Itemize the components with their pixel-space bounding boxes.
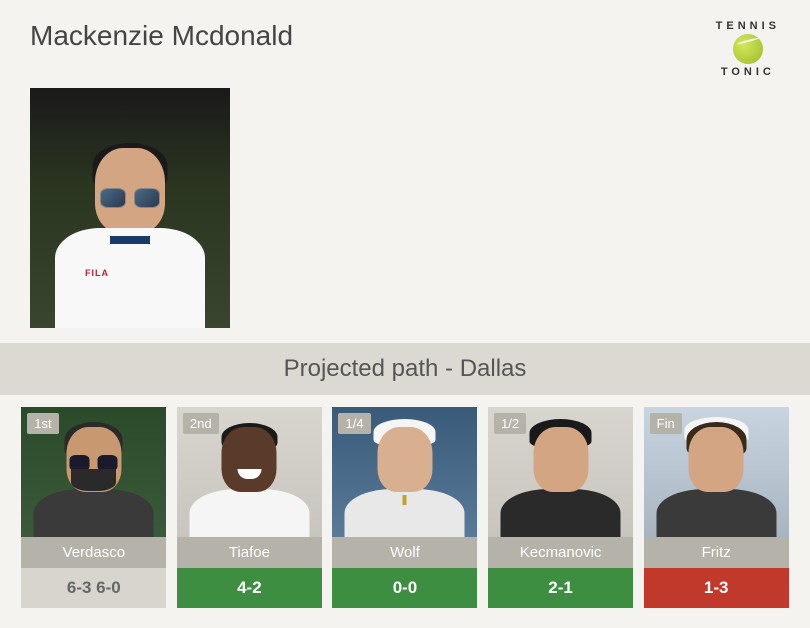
opponents-row: 1st Verdasco6-3 6-0 2nd Tiafoe4-2 1/4 Wolf0-0… [0,395,810,628]
opponent-name: Fritz [644,537,789,568]
round-badge: 1/2 [494,413,526,434]
header: Mackenzie Mcdonald TENNIS TONIC [0,0,810,88]
player-name: Mackenzie Mcdonald [30,20,293,52]
projected-path-title: Projected path - Dallas [30,355,780,383]
opponent-photo: 1/2 [488,407,633,537]
logo-bottom-text: TONIC [721,66,775,78]
tennis-ball-icon [733,34,763,64]
round-badge: 1/4 [338,413,370,434]
opponent-card: 1/2 Kecmanovic2-1 [488,407,633,608]
opponent-name: Verdasco [21,537,166,568]
opponent-name: Wolf [332,537,477,568]
opponent-score: 1-3 [644,568,789,608]
tennis-tonic-logo: TENNIS TONIC [716,20,780,78]
brand-label: FILA [85,268,109,278]
opponent-name: Kecmanovic [488,537,633,568]
logo-top-text: TENNIS [716,20,780,32]
opponent-card: 2nd Tiafoe4-2 [177,407,322,608]
opponent-photo: 2nd [177,407,322,537]
round-badge: 1st [27,413,58,434]
round-badge: 2nd [183,413,219,434]
opponent-score: 2-1 [488,568,633,608]
main-player-photo: FILA [30,88,230,328]
opponent-card: 1st Verdasco6-3 6-0 [21,407,166,608]
opponent-card: Fin Fritz1-3 [644,407,789,608]
opponent-photo: 1st [21,407,166,537]
round-badge: Fin [650,413,682,434]
projected-path-header: Projected path - Dallas [0,343,810,395]
opponent-name: Tiafoe [177,537,322,568]
opponent-photo: 1/4 [332,407,477,537]
opponent-score: 4-2 [177,568,322,608]
opponent-photo: Fin [644,407,789,537]
opponent-score: 6-3 6-0 [21,568,166,608]
opponent-score: 0-0 [332,568,477,608]
opponent-card: 1/4 Wolf0-0 [332,407,477,608]
